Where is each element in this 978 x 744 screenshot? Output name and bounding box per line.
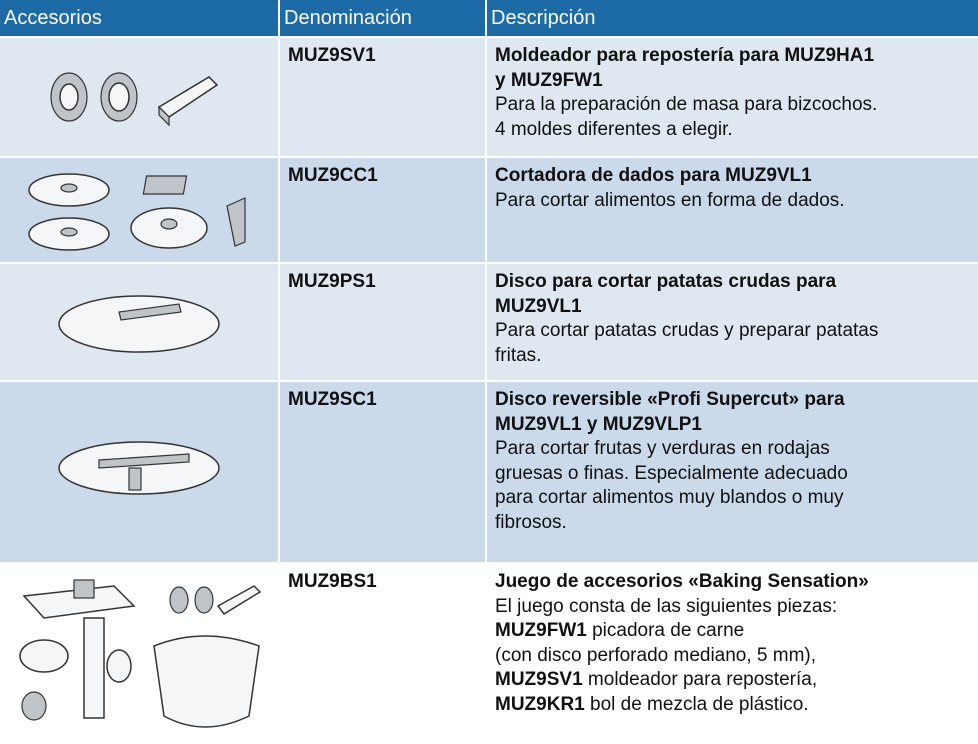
dicer-drawing: [28, 173, 246, 251]
description-line: gruesas o finas. Especialmente adecuado: [495, 462, 970, 487]
code: MUZ9SC1: [288, 389, 377, 410]
title-text: Juego de accesorios «Baking Sensation»: [495, 571, 869, 592]
code: MUZ9BS1: [288, 571, 377, 592]
illustration: [0, 564, 278, 744]
title-text: MUZ9VL1: [495, 295, 582, 317]
title-line: MUZ9VL1 y MUZ9VLP1: [495, 413, 970, 438]
description-line: Para cortar frutas y verduras en rodajas: [495, 437, 970, 462]
title-line: Juego de accesorios «Baking Sensation»: [495, 570, 970, 595]
title-line: MUZ9VL1: [495, 295, 970, 320]
illustration: [0, 382, 278, 562]
title-line: Cortadora de dados para MUZ9VL1: [495, 164, 970, 189]
description-line: fibrosos.: [495, 511, 970, 536]
set-drawing: [19, 579, 262, 728]
description-cell: Disco para cortar patatas crudas para MUZ…: [487, 264, 978, 380]
description-text: Para cortar alimentos en forma de dados.: [495, 189, 845, 211]
code-cell: MUZ9BS1: [280, 564, 485, 744]
description-cell: Disco reversible «Profi Supercut» para MU…: [487, 382, 978, 562]
code: MUZ9CC1: [288, 165, 378, 186]
title-text: Moldeador para repostería para MUZ9HA1: [495, 45, 875, 66]
description-line: Para la preparación de masa para bizcoch…: [495, 93, 970, 118]
description-text: Para la preparación de masa para bizcoch…: [495, 94, 878, 115]
description-text: 4 moldes diferentes a elegir.: [495, 118, 733, 140]
description-line: MUZ9KR1 bol de mezcla de plástico.: [495, 693, 970, 718]
title-text: y MUZ9FW1: [495, 69, 603, 91]
description-line: MUZ9FW1 picadora de carne: [495, 619, 970, 644]
description-line: El juego consta de las siguientes piezas…: [495, 595, 970, 620]
code: MUZ9PS1: [288, 271, 376, 292]
header-cell: Accesorios: [0, 0, 278, 36]
header-cell: Denominación: [280, 0, 485, 36]
disc-drawing: [58, 441, 220, 495]
part-code: MUZ9FW1: [495, 620, 587, 641]
description-text: fibrosos.: [495, 511, 567, 533]
code: MUZ9SV1: [288, 45, 376, 66]
title-line: y MUZ9FW1: [495, 69, 970, 94]
description-line: 4 moldes diferentes a elegir.: [495, 118, 970, 143]
description-line: MUZ9SV1 moldeador para repostería,: [495, 668, 970, 693]
title-line: Disco reversible «Profi Supercut» para: [495, 388, 970, 413]
title-text: MUZ9VL1 y MUZ9VLP1: [495, 413, 702, 435]
title-text: Disco para cortar patatas crudas para: [495, 271, 837, 292]
disc-drawing: [58, 295, 220, 353]
description-text: El juego consta de las siguientes piezas…: [495, 595, 838, 617]
illustration: [0, 264, 278, 380]
description-line: fritas.: [495, 344, 970, 369]
description-text: gruesas o finas. Especialmente adecuado: [495, 462, 848, 484]
code-cell: MUZ9SC1: [280, 382, 485, 562]
illustration: [0, 38, 278, 156]
description-line: Para cortar alimentos en forma de dados.: [495, 189, 970, 214]
part-code: MUZ9SV1: [495, 669, 583, 690]
part-text: bol de mezcla de plástico.: [590, 693, 809, 715]
description-line: para cortar alimentos muy blandos o muy: [495, 486, 970, 511]
header-cell: Descripción: [487, 0, 978, 36]
code-cell: MUZ9CC1: [280, 158, 485, 262]
illustration: [0, 158, 278, 262]
description-cell: Juego de accesorios «Baking Sensation» El…: [487, 564, 978, 744]
description-text: Para cortar frutas y verduras en rodajas: [495, 438, 830, 459]
description-text: fritas.: [495, 344, 542, 366]
title-line: Moldeador para repostería para MUZ9HA1: [495, 44, 970, 69]
description-line: (con disco perforado mediano, 5 mm),: [495, 644, 970, 669]
code-cell: MUZ9SV1: [280, 38, 485, 156]
description-text: (con disco perforado mediano, 5 mm),: [495, 644, 817, 666]
title-text: Disco reversible «Profi Supercut» para: [495, 389, 845, 410]
description-text: para cortar alimentos muy blandos o muy: [495, 487, 844, 508]
description-text: Para cortar patatas crudas y preparar pa…: [495, 320, 879, 341]
description-cell: Moldeador para repostería para MUZ9HA1 y …: [487, 38, 978, 156]
title-text: Cortadora de dados para MUZ9VL1: [495, 165, 812, 186]
part-text: picadora de carne: [592, 620, 745, 641]
description-line: Para cortar patatas crudas y preparar pa…: [495, 319, 970, 344]
molds-drawing: [50, 72, 219, 127]
part-text: moldeador para repostería,: [587, 669, 818, 690]
code-cell: MUZ9PS1: [280, 264, 485, 380]
part-code: MUZ9KR1: [495, 693, 585, 715]
title-line: Disco para cortar patatas crudas para: [495, 270, 970, 295]
description-cell: Cortadora de dados para MUZ9VL1 Para cort…: [487, 158, 978, 262]
